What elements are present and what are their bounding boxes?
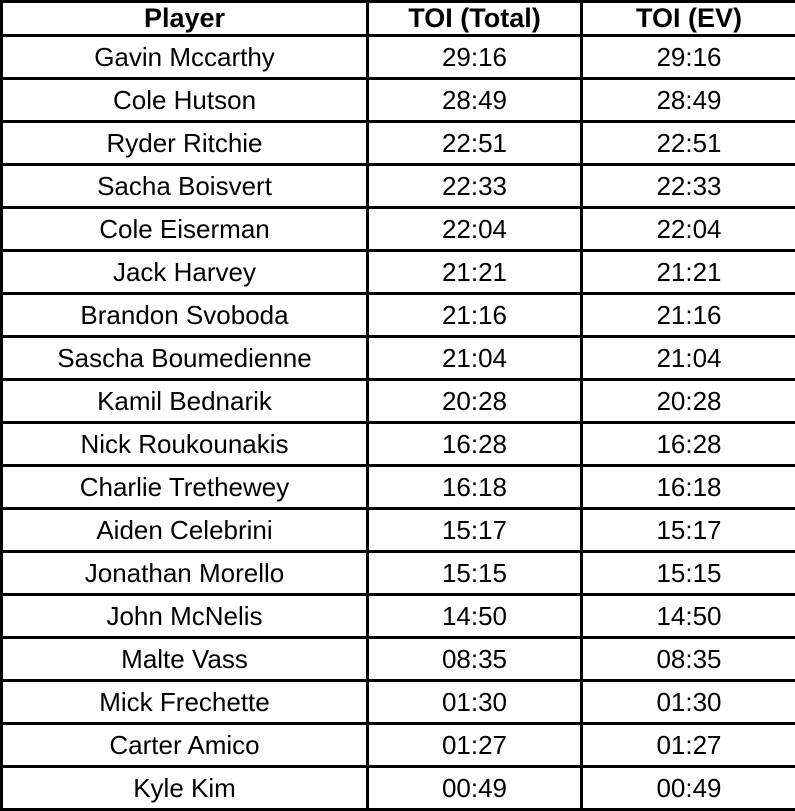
toi-total-cell: 15:15 — [366, 550, 583, 596]
table-row: Carter Amico 01:27 01:27 — [0, 722, 795, 768]
column-header-toi-total: TOI (Total) — [366, 0, 583, 37]
toi-ev-cell: 22:33 — [580, 163, 795, 209]
toi-total-cell: 21:16 — [366, 292, 583, 338]
player-name-cell: Kamil Bednarik — [0, 378, 369, 424]
toi-ev-cell: 29:16 — [580, 34, 795, 80]
table-row: Cole Eiserman 22:04 22:04 — [0, 206, 795, 252]
table-row: Cole Hutson 28:49 28:49 — [0, 77, 795, 123]
toi-total-cell: 21:21 — [366, 249, 583, 295]
toi-total-cell: 14:50 — [366, 593, 583, 639]
table-row: Nick Roukounakis 16:28 16:28 — [0, 421, 795, 467]
player-name-cell: Malte Vass — [0, 636, 369, 682]
toi-ev-cell: 21:16 — [580, 292, 795, 338]
table-row: Charlie Trethewey 16:18 16:18 — [0, 464, 795, 510]
player-name-cell: Aiden Celebrini — [0, 507, 369, 553]
toi-ev-cell: 00:49 — [580, 765, 795, 811]
table-row: Ryder Ritchie 22:51 22:51 — [0, 120, 795, 166]
table-row: Jonathan Morello 15:15 15:15 — [0, 550, 795, 596]
table-body: Gavin Mccarthy 29:16 29:16 Cole Hutson 28:49… — [0, 34, 795, 811]
toi-total-cell: 08:35 — [366, 636, 583, 682]
table-row: Brandon Svoboda 21:16 21:16 — [0, 292, 795, 338]
player-name-cell: Nick Roukounakis — [0, 421, 369, 467]
toi-ev-cell: 16:28 — [580, 421, 795, 467]
player-name-cell: Sascha Boumedienne — [0, 335, 369, 381]
player-name-cell: Brandon Svoboda — [0, 292, 369, 338]
table-row: Malte Vass 08:35 08:35 — [0, 636, 795, 682]
table-row: Kyle Kim 00:49 00:49 — [0, 765, 795, 811]
table-row: Sascha Boumedienne 21:04 21:04 — [0, 335, 795, 381]
toi-total-cell: 22:51 — [366, 120, 583, 166]
toi-total-cell: 22:04 — [366, 206, 583, 252]
toi-ev-cell: 21:04 — [580, 335, 795, 381]
table-header: Player TOI (Total) TOI (EV) — [0, 0, 795, 37]
player-name-cell: Ryder Ritchie — [0, 120, 369, 166]
toi-total-cell: 01:27 — [366, 722, 583, 768]
header-row: Player TOI (Total) TOI (EV) — [0, 0, 795, 37]
column-header-player: Player — [0, 0, 369, 37]
toi-ev-cell: 08:35 — [580, 636, 795, 682]
player-name-cell: Kyle Kim — [0, 765, 369, 811]
toi-ev-cell: 21:21 — [580, 249, 795, 295]
table-row: Kamil Bednarik 20:28 20:28 — [0, 378, 795, 424]
column-header-toi-ev: TOI (EV) — [580, 0, 795, 37]
player-name-cell: Jack Harvey — [0, 249, 369, 295]
toi-total-cell: 22:33 — [366, 163, 583, 209]
player-name-cell: Gavin Mccarthy — [0, 34, 369, 80]
toi-ev-cell: 15:17 — [580, 507, 795, 553]
toi-ev-cell: 15:15 — [580, 550, 795, 596]
toi-total-cell: 28:49 — [366, 77, 583, 123]
toi-total-cell: 15:17 — [366, 507, 583, 553]
toi-total-cell: 20:28 — [366, 378, 583, 424]
toi-ev-cell: 16:18 — [580, 464, 795, 510]
table-row: Aiden Celebrini 15:17 15:17 — [0, 507, 795, 553]
toi-total-cell: 21:04 — [366, 335, 583, 381]
toi-ev-cell: 22:04 — [580, 206, 795, 252]
toi-total-cell: 01:30 — [366, 679, 583, 725]
toi-ev-cell: 14:50 — [580, 593, 795, 639]
toi-ev-cell: 01:30 — [580, 679, 795, 725]
toi-total-cell: 29:16 — [366, 34, 583, 80]
toi-ev-cell: 22:51 — [580, 120, 795, 166]
toi-ev-cell: 20:28 — [580, 378, 795, 424]
toi-ev-cell: 28:49 — [580, 77, 795, 123]
player-name-cell: Jonathan Morello — [0, 550, 369, 596]
toi-ev-cell: 01:27 — [580, 722, 795, 768]
table-row: Jack Harvey 21:21 21:21 — [0, 249, 795, 295]
table-row: Gavin Mccarthy 29:16 29:16 — [0, 34, 795, 80]
table-row: Sacha Boisvert 22:33 22:33 — [0, 163, 795, 209]
toi-total-cell: 16:28 — [366, 421, 583, 467]
table-row: Mick Frechette 01:30 01:30 — [0, 679, 795, 725]
player-name-cell: Cole Hutson — [0, 77, 369, 123]
table-row: John McNelis 14:50 14:50 — [0, 593, 795, 639]
player-name-cell: Cole Eiserman — [0, 206, 369, 252]
player-name-cell: Mick Frechette — [0, 679, 369, 725]
toi-total-cell: 16:18 — [366, 464, 583, 510]
player-name-cell: Charlie Trethewey — [0, 464, 369, 510]
toi-total-cell: 00:49 — [366, 765, 583, 811]
player-name-cell: John McNelis — [0, 593, 369, 639]
player-name-cell: Sacha Boisvert — [0, 163, 369, 209]
player-name-cell: Carter Amico — [0, 722, 369, 768]
